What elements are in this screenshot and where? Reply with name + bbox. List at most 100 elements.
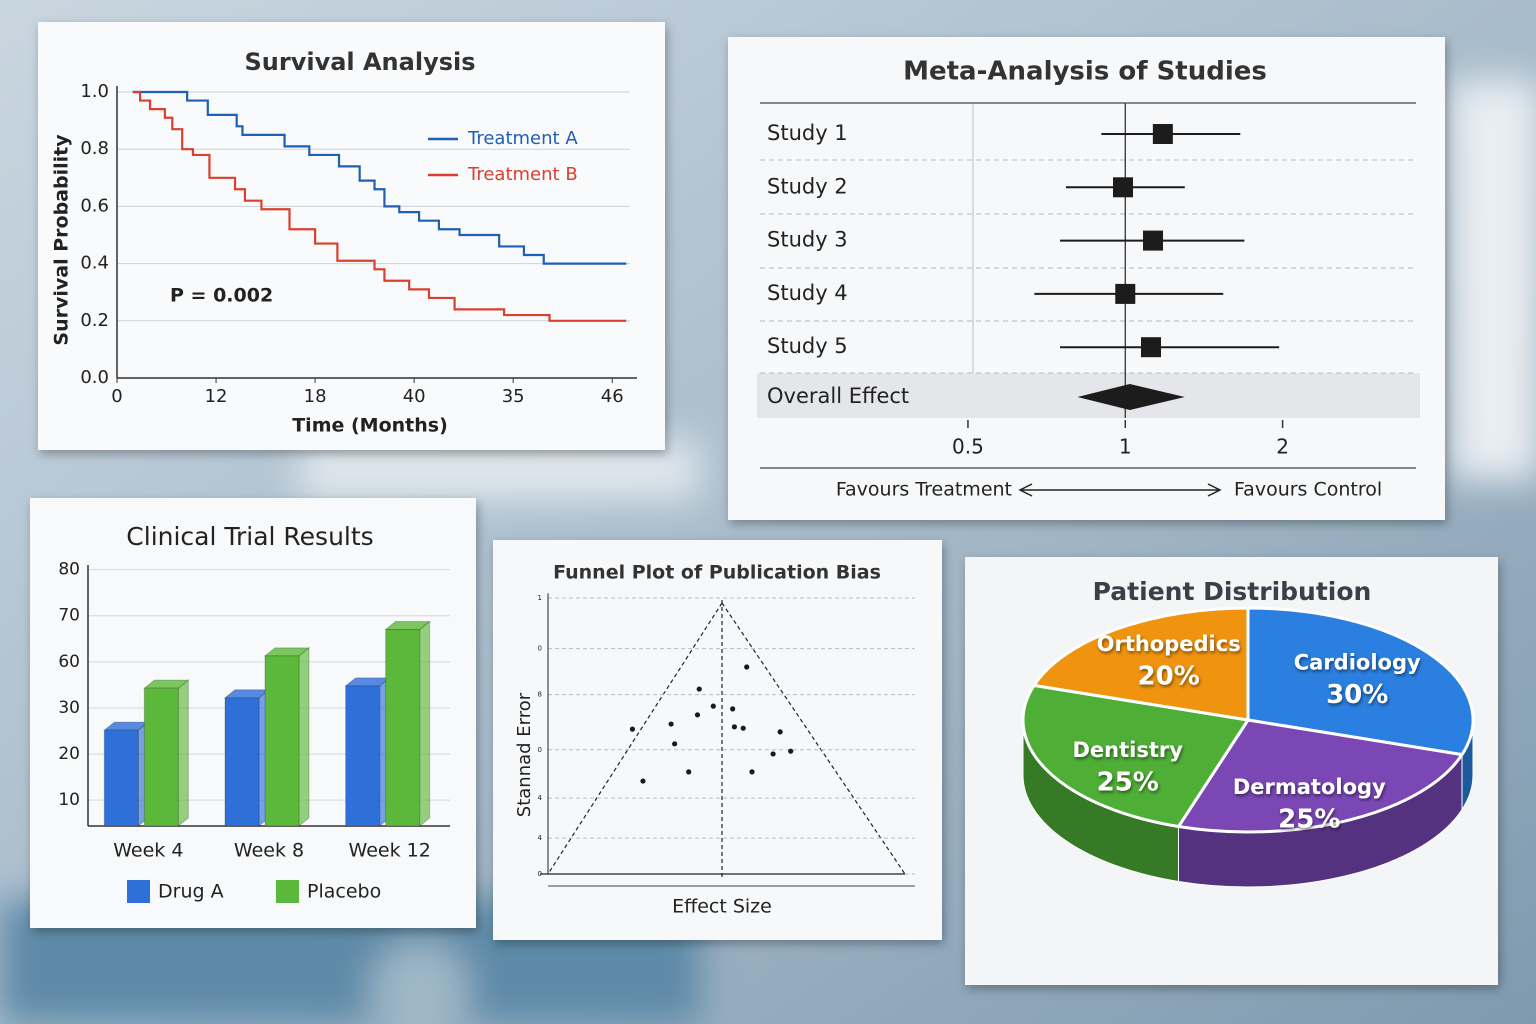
study-point xyxy=(740,725,746,731)
study-label: Study 3 xyxy=(767,228,848,252)
study-point xyxy=(629,726,636,732)
x-tick-label: 12 xyxy=(205,386,228,407)
x-tick-label: 40 xyxy=(403,386,426,407)
favours-right: Favours Control xyxy=(1234,479,1382,501)
y-tick-label: 8 xyxy=(538,691,542,699)
slice-value: 30% xyxy=(1326,680,1388,710)
y-tick-label: 0 xyxy=(538,746,542,754)
bar-top xyxy=(384,621,432,631)
y-tick-label: 1 xyxy=(538,594,542,602)
chart-title: Meta-Analysis of Studies xyxy=(903,57,1267,87)
legend-swatch xyxy=(276,880,299,903)
y-tick-label: 10 xyxy=(58,790,80,810)
slice xyxy=(1021,683,1251,829)
y-tick-label: 0.6 xyxy=(80,195,109,216)
x-tick-label: 46 xyxy=(601,386,624,407)
study-label: Study 4 xyxy=(767,281,848,305)
study-point xyxy=(710,703,716,709)
study-point xyxy=(770,751,776,757)
study-point xyxy=(686,769,692,775)
x-tick-label: Week 4 xyxy=(113,840,183,862)
y-tick-label: 30 xyxy=(58,698,80,718)
y-tick-label: 0.8 xyxy=(80,138,109,159)
x-tick-label: 18 xyxy=(304,386,327,407)
estimate-square xyxy=(1140,337,1161,358)
study-point xyxy=(777,729,783,735)
x-axis-label: Effect Size xyxy=(672,896,772,918)
chart-title: Patient Distribution xyxy=(1093,577,1372,606)
study-point xyxy=(788,748,794,754)
chart-title: Survival Analysis xyxy=(244,48,475,76)
panel xyxy=(493,540,942,940)
slice xyxy=(1175,718,1465,834)
slice-label: Orthopedics xyxy=(1097,632,1241,656)
estimate-square xyxy=(1115,283,1136,304)
slice-label: Dentistry xyxy=(1072,738,1183,762)
chart-title: Funnel Plot of Publication Bias xyxy=(553,562,881,584)
bar xyxy=(103,729,139,827)
bar-side xyxy=(177,679,189,828)
study-point xyxy=(730,706,736,712)
study-label: Study 1 xyxy=(767,121,848,145)
study-point xyxy=(696,686,702,692)
bar xyxy=(143,687,179,827)
study-point xyxy=(640,778,646,784)
slice-value: 25% xyxy=(1278,804,1340,834)
bar xyxy=(345,685,381,827)
legend-label: Placebo xyxy=(307,881,381,903)
y-tick-label: 0 xyxy=(538,645,542,653)
estimate-square xyxy=(1143,230,1164,251)
x-tick-label: Week 12 xyxy=(349,840,431,862)
bar-side xyxy=(298,646,310,828)
estimate-square xyxy=(1152,124,1173,144)
y-tick-label: 70 xyxy=(58,606,80,626)
slice-label: Dermatology xyxy=(1233,775,1386,799)
x-axis-label: Time (Months) xyxy=(292,415,448,437)
x-tick-label: 0 xyxy=(111,386,122,407)
slice xyxy=(1031,606,1250,722)
bar xyxy=(224,697,260,827)
bar-side xyxy=(419,620,431,828)
panel xyxy=(38,22,665,450)
x-tick-label: 0.5 xyxy=(952,435,984,459)
x-tick-label: Week 8 xyxy=(234,840,304,862)
legend-label: Treatment B xyxy=(467,164,578,185)
y-tick-label: 0.0 xyxy=(80,367,109,388)
study-label: Study 2 xyxy=(767,174,848,198)
overall-label: Overall Effect xyxy=(767,384,909,408)
x-tick-label: 1 xyxy=(1119,435,1132,459)
y-axis-label: Stannad Error xyxy=(514,692,535,817)
y-tick-label: 4 xyxy=(538,834,543,842)
legend-swatch xyxy=(127,880,150,903)
slice xyxy=(1246,606,1475,757)
survival-line xyxy=(132,90,627,322)
y-tick-label: 0.2 xyxy=(80,310,109,331)
x-tick-label: 35 xyxy=(502,386,525,407)
bar xyxy=(385,629,421,827)
y-tick-label: 4 xyxy=(538,794,543,802)
annotation: P = 0.002 xyxy=(170,285,273,307)
y-tick-label: 60 xyxy=(58,652,80,672)
slice-value: 20% xyxy=(1138,662,1200,692)
legend-label: Treatment A xyxy=(467,128,578,149)
panel xyxy=(728,37,1445,520)
chart-title: Clinical Trial Results xyxy=(126,522,373,551)
favours-left: Favours Treatment xyxy=(836,479,1012,501)
y-tick-label: 80 xyxy=(58,560,80,580)
study-label: Study 5 xyxy=(767,334,848,358)
y-tick-label: 1.0 xyxy=(80,81,109,102)
y-tick-label: 0 xyxy=(538,870,542,878)
study-point xyxy=(694,712,701,718)
legend-label: Drug A xyxy=(158,881,224,903)
x-tick-label: 2 xyxy=(1276,435,1289,459)
direction-arrow xyxy=(1018,483,1222,497)
study-point xyxy=(744,664,750,670)
y-tick-label: 0.4 xyxy=(80,253,109,274)
survival-line xyxy=(132,90,627,265)
overall-diamond xyxy=(1077,384,1185,410)
study-point xyxy=(749,769,755,775)
slice-label: Cardiology xyxy=(1294,651,1421,675)
study-point xyxy=(668,721,674,727)
